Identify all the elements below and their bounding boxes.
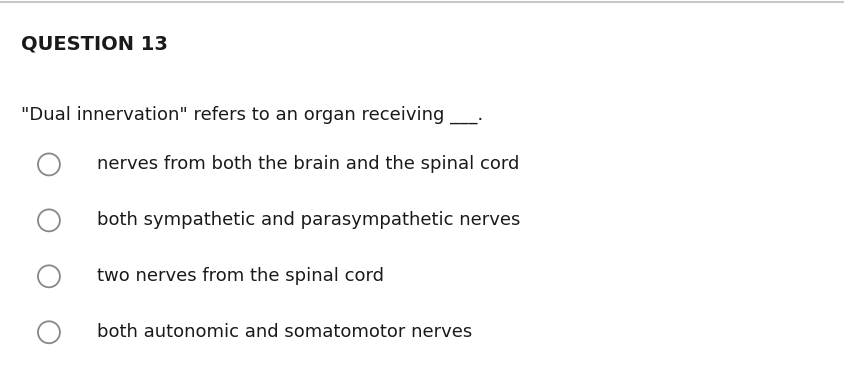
- Text: QUESTION 13: QUESTION 13: [21, 34, 168, 53]
- Text: both sympathetic and parasympathetic nerves: both sympathetic and parasympathetic ner…: [97, 211, 521, 229]
- Text: both autonomic and somatomotor nerves: both autonomic and somatomotor nerves: [97, 323, 473, 341]
- Text: "Dual innervation" refers to an organ receiving ___.: "Dual innervation" refers to an organ re…: [21, 106, 484, 124]
- Text: nerves from both the brain and the spinal cord: nerves from both the brain and the spina…: [97, 155, 519, 174]
- Text: two nerves from the spinal cord: two nerves from the spinal cord: [97, 267, 384, 285]
